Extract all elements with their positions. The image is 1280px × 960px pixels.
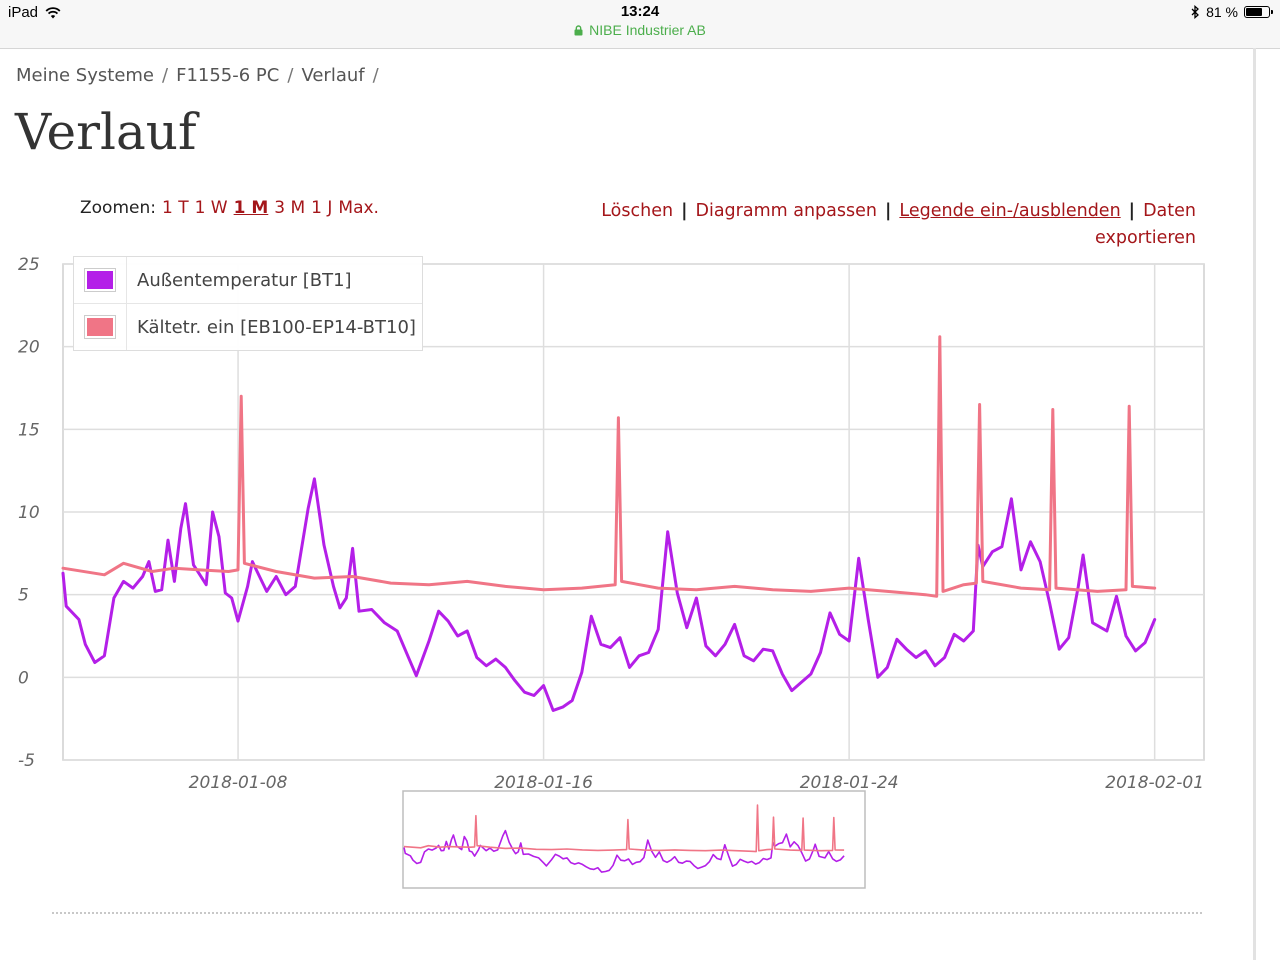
x-tick-label: 2018-02-01 — [1105, 773, 1204, 793]
y-tick-label: 10 — [18, 503, 40, 523]
breadcrumb-separator: / — [372, 65, 379, 86]
y-tick-label: -5 — [18, 751, 35, 771]
delete-link[interactable]: Löschen — [601, 201, 674, 221]
bluetooth-icon — [1191, 5, 1200, 19]
page-edge-divider — [1253, 48, 1256, 960]
device-name: iPad — [8, 4, 39, 21]
breadcrumb-item-systems[interactable]: Meine Systeme — [16, 65, 155, 86]
breadcrumb-item-history[interactable]: Verlauf — [301, 65, 365, 86]
series-line-outdoor-temp[interactable] — [61, 477, 1157, 712]
zoom-1-week[interactable]: 1 W — [194, 198, 228, 218]
chart-actions: Löschen | Diagramm anpassen | Legende ein-/a… — [546, 198, 1196, 252]
action-separator: | — [1128, 201, 1136, 221]
breadcrumb-separator: / — [287, 65, 294, 86]
action-separator: | — [681, 201, 688, 221]
battery-icon — [1244, 6, 1273, 18]
customize-chart-link[interactable]: Diagramm anpassen — [695, 201, 877, 221]
zoom-controls: Zoomen: 1 T 1 W 1 M 3 M 1 J Max. — [80, 198, 379, 218]
breadcrumb-separator: / — [162, 65, 169, 86]
zoom-label: Zoomen: — [80, 198, 156, 218]
series-line-brine-in[interactable] — [61, 335, 1157, 598]
legend-label-brine: Kältetr. ein [EB100-EP14-BT10] — [137, 316, 416, 338]
status-center: 13:24 NIBE Industrier AB — [0, 3, 1280, 38]
section-divider — [52, 912, 1202, 914]
y-tick-label: 15 — [18, 420, 40, 440]
zoom-max[interactable]: Max. — [338, 198, 379, 218]
breadcrumb-item-device[interactable]: F1155-6 PC — [176, 65, 280, 86]
history-chart[interactable]: -5 0 5 10 15 20 25 2018-01-08 2018-01-16 2018-01-… — [0, 240, 1240, 800]
battery-level-fill — [1246, 8, 1263, 16]
navigator-series-outdoor — [403, 829, 845, 873]
y-tick-label: 5 — [18, 586, 29, 606]
breadcrumb: Meine Systeme / F1155-6 PC / Verlauf / — [16, 65, 379, 86]
chart-legend: Außentemperatur [BT1] Kältetr. ein [EB10… — [73, 256, 423, 351]
site-name: NIBE Industrier AB — [589, 22, 706, 38]
legend-item-brine-in[interactable]: Kältetr. ein [EB100-EP14-BT10] — [74, 304, 422, 350]
navigator-series-brine — [403, 804, 845, 853]
legend-swatch-outdoor — [85, 269, 115, 291]
zoom-1-month[interactable]: 1 M — [233, 198, 269, 218]
navigator-frame — [402, 790, 866, 889]
battery-percent: 81 % — [1206, 4, 1238, 20]
wifi-icon — [45, 6, 61, 18]
y-tick-label: 0 — [18, 668, 29, 688]
legend-swatch-cell — [74, 304, 127, 350]
legend-label-outdoor: Außentemperatur [BT1] — [137, 269, 352, 291]
x-tick-label: 2018-01-08 — [189, 773, 288, 793]
legend-swatch-cell — [74, 257, 127, 303]
legend-item-outdoor-temp[interactable]: Außentemperatur [BT1] — [74, 257, 422, 304]
legend-swatch-brine — [85, 316, 115, 338]
ios-status-bar: iPad 13:24 NIBE Industrier AB 81 % — [0, 0, 1280, 49]
export-data-link[interactable]: Daten exportieren — [1095, 201, 1196, 248]
y-tick-label: 25 — [18, 255, 40, 275]
zoom-1-year[interactable]: 1 J — [311, 198, 333, 218]
page-title: Verlauf — [15, 103, 197, 161]
y-tick-label: 20 — [18, 338, 40, 358]
status-left: iPad — [8, 4, 62, 21]
lock-icon — [574, 24, 583, 35]
x-tick-label: 2018-01-16 — [494, 773, 593, 793]
action-separator: | — [884, 201, 892, 221]
chart-navigator[interactable] — [402, 790, 866, 890]
status-right: 81 % — [1191, 4, 1273, 20]
status-time: 13:24 — [620, 3, 660, 20]
zoom-1-day[interactable]: 1 T — [161, 198, 189, 218]
zoom-3-months[interactable]: 3 M — [274, 198, 306, 218]
address-bar[interactable]: NIBE Industrier AB — [0, 22, 1280, 38]
x-tick-label: 2018-01-24 — [800, 773, 899, 793]
toggle-legend-link[interactable]: Legende ein-/ausblenden — [899, 201, 1121, 221]
